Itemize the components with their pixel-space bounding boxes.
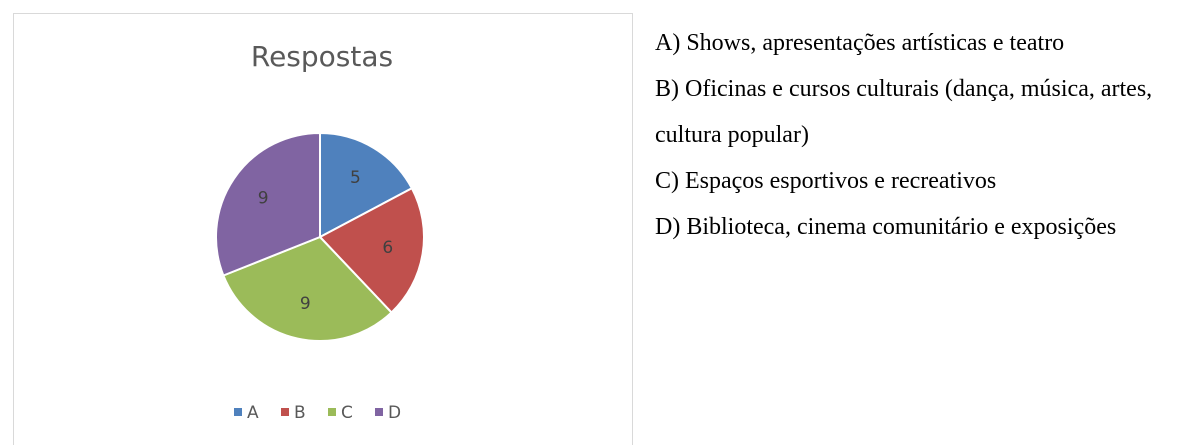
item-list: A) Shows, apresentações artísticas e tea… [655,20,1204,250]
item: A) Shows, apresentações artísticas e tea… [655,30,1065,56]
legend-swatch [328,408,336,416]
legend-swatch [234,408,242,416]
item: C) Espaços esportivos e recreativos [655,168,997,194]
pie-slice [318,186,425,314]
pie-slice [222,235,393,342]
legend-swatch [281,408,289,416]
chart-title: Respostas [251,40,393,73]
chart: Respostas 5 6 9 9 A B C D [13,13,633,445]
legend-label: C [341,403,353,423]
legend-label: A [247,403,259,423]
legend-label: D [388,403,401,423]
item: B) Oficinas e cursos culturais (dança, m… [655,76,1153,148]
legend-label: B [294,403,306,423]
legend-swatch [375,408,383,416]
data-label: 9 [300,294,311,314]
data-label: 5 [350,168,361,188]
pie-slice [319,131,414,239]
item: D) Biblioteca, cinema comunitário e expo… [655,214,1117,240]
data-label: 9 [258,188,269,208]
data-label: 6 [382,238,393,258]
pie-slice [215,131,321,277]
